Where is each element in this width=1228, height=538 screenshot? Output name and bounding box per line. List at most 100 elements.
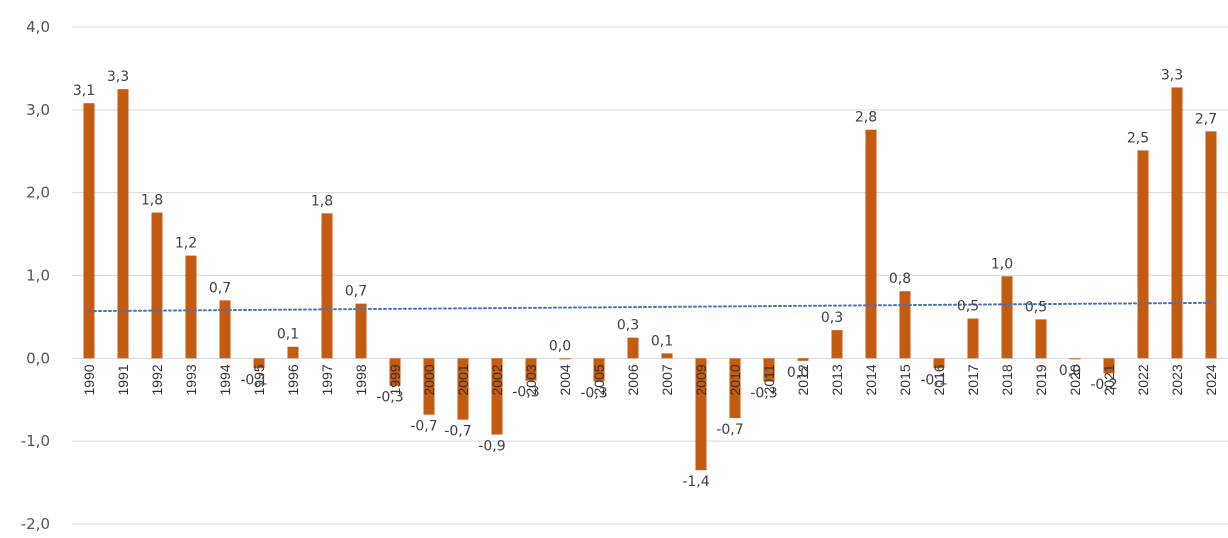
bar (899, 291, 911, 359)
data-label: -0,1 (920, 372, 947, 388)
bar (1171, 87, 1183, 359)
data-label: 0,1 (651, 333, 673, 349)
data-label: -0,7 (716, 422, 743, 438)
bar (253, 358, 265, 369)
x-tick-label: 1997 (319, 364, 335, 395)
data-label: -0,2 (1090, 377, 1117, 393)
bar (491, 358, 503, 435)
y-tick-label: 1,0 (26, 267, 50, 285)
bar (627, 337, 639, 359)
data-label: -0,3 (750, 386, 777, 402)
bar (457, 358, 469, 420)
gridlines (72, 26, 1228, 525)
bar (1035, 319, 1047, 359)
bar (763, 358, 775, 382)
y-tick-label: 0,0 (26, 349, 50, 367)
bar (933, 358, 945, 369)
y-tick-label: -1,0 (21, 432, 50, 450)
data-label: 1,0 (991, 256, 1013, 272)
y-axis: 4,0 3,0 2,0 1,0 0,0 -1,0 -2,0 (21, 18, 50, 533)
data-label: 0,0 (1059, 363, 1081, 379)
data-label: 2,7 (1195, 111, 1217, 127)
data-label: 3,3 (1161, 67, 1183, 83)
bar (219, 300, 231, 359)
x-tick-label: 2014 (863, 364, 879, 395)
x-tick-label: 2015 (897, 364, 913, 395)
data-label: 2,5 (1127, 130, 1149, 146)
data-label: -0,3 (512, 385, 539, 401)
bar (151, 212, 163, 359)
bar (185, 255, 197, 359)
bar (1137, 150, 1149, 359)
bar (661, 353, 673, 359)
x-tick-label: 2021 (1101, 364, 1117, 395)
x-tick-label: 1991 (115, 364, 131, 395)
x-tick-label: 1995 (251, 364, 267, 395)
y-tick-label: 2,0 (26, 184, 50, 202)
x-tick-label: 1999 (387, 364, 403, 395)
data-label: 3,3 (107, 69, 129, 85)
x-tick-label: 2022 (1135, 364, 1151, 395)
bar (831, 330, 843, 359)
data-label: 0,0 (787, 365, 809, 381)
x-tick-label: 2019 (1033, 364, 1049, 395)
data-label: 1,8 (141, 193, 163, 209)
x-tick-label: 1992 (149, 364, 165, 395)
data-label: 0,8 (889, 271, 911, 287)
bar (1103, 358, 1115, 374)
data-label: 0,0 (549, 338, 571, 354)
data-label: 1,2 (175, 236, 197, 252)
bar (967, 318, 979, 359)
y-tick-label: 4,0 (26, 18, 50, 36)
data-label: -0,9 (478, 439, 505, 455)
bar (1205, 131, 1217, 359)
x-tick-label: 2023 (1169, 364, 1185, 395)
x-tick-label: 2011 (761, 364, 777, 394)
y-tick-label: 3,0 (26, 101, 50, 119)
x-tick-label: 2017 (965, 364, 981, 395)
x-tick-label: 1990 (81, 364, 97, 395)
bar (1069, 358, 1081, 360)
x-tick-label: 2012 (795, 364, 811, 395)
x-tick-label: 2001 (455, 364, 471, 395)
data-label: 0,7 (209, 280, 231, 296)
trendline-group (88, 301, 1212, 313)
bar (321, 213, 333, 359)
data-label: 0,5 (1025, 299, 1047, 315)
x-axis: 1990 1991 1992 1993 1994 1995 1996 1997 1998 1999… (81, 364, 1219, 395)
bar (423, 358, 435, 415)
x-tick-label: 2020 (1067, 364, 1083, 395)
data-label: -0,7 (410, 419, 437, 435)
bar (729, 358, 741, 418)
data-label: 0,7 (345, 284, 367, 300)
data-label: -0,3 (580, 386, 607, 402)
x-tick-label: 1993 (183, 364, 199, 395)
data-label: 0,1 (277, 327, 299, 343)
data-labels: 3,1 3,3 1,8 1,2 0,7 -0,1 0,1 1,8 0,7 -0,3 -0,7 -0,7… (73, 67, 1217, 490)
x-tick-label: 2005 (591, 364, 607, 395)
x-tick-label: 2000 (421, 364, 437, 395)
data-label: 0,3 (617, 318, 639, 334)
x-tick-label: 2004 (557, 364, 573, 395)
x-tick-label: 2024 (1203, 364, 1219, 395)
x-tick-label: 1996 (285, 364, 301, 395)
data-label: 1,8 (311, 193, 333, 209)
bar (83, 103, 95, 359)
x-tick-label: 2002 (489, 364, 505, 395)
data-label: 0,3 (821, 310, 843, 326)
data-label: -0,3 (376, 390, 403, 406)
x-tick-label: 2018 (999, 364, 1015, 395)
x-tick-label: 2013 (829, 364, 845, 395)
bar (355, 303, 367, 359)
x-tick-label: 2003 (523, 364, 539, 395)
bar (1001, 276, 1013, 359)
data-label: 0,5 (957, 299, 979, 315)
data-label: 2,8 (855, 110, 877, 126)
bars (83, 87, 1217, 471)
x-tick-label: 2010 (727, 364, 743, 395)
bar (287, 346, 299, 359)
bar (865, 129, 877, 359)
data-label: -0,1 (240, 372, 267, 388)
bar (525, 358, 537, 381)
data-label: 3,1 (73, 83, 95, 99)
